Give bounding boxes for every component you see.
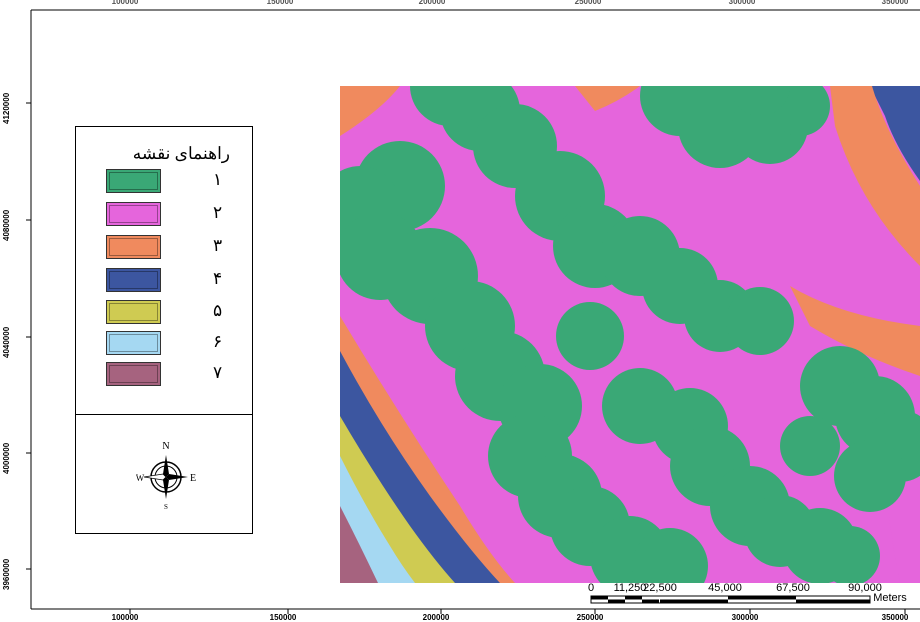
x-top-tick: 300000 bbox=[728, 0, 756, 6]
x-bottom-tick: 100000 bbox=[111, 613, 139, 622]
zone-1-area bbox=[340, 86, 920, 583]
x-top-tick: 100000 bbox=[111, 0, 139, 6]
legend-item: ۵ bbox=[106, 300, 246, 326]
legend-swatch bbox=[106, 300, 161, 324]
scale-bar-graphic bbox=[590, 595, 871, 604]
map-raster bbox=[340, 86, 920, 583]
legend-swatch bbox=[106, 331, 161, 355]
legend-label: ۷ bbox=[213, 363, 223, 382]
legend-swatch bbox=[106, 235, 161, 259]
north-label: N bbox=[162, 441, 169, 452]
legend-swatch bbox=[106, 362, 161, 386]
legend-swatch bbox=[106, 202, 161, 226]
legend-label: ۱ bbox=[213, 170, 223, 189]
south-label: S bbox=[164, 503, 168, 511]
zone-map bbox=[340, 86, 920, 583]
legend-item: ۴ bbox=[106, 268, 246, 294]
x-top-tick: 200000 bbox=[418, 0, 446, 6]
zone-7-area bbox=[340, 506, 378, 583]
legend-label: ۴ bbox=[213, 269, 223, 288]
zone-3-area bbox=[340, 86, 400, 136]
x-top-tick: 350000 bbox=[881, 0, 909, 6]
legend-title: راهنمای نقشه bbox=[132, 144, 230, 163]
legend-swatch bbox=[106, 169, 161, 193]
legend-label: ۶ bbox=[213, 332, 223, 351]
zone-3-area bbox=[575, 86, 640, 111]
scale-label: 22,500 bbox=[643, 582, 677, 594]
legend-divider bbox=[76, 414, 252, 415]
legend-item: ۳ bbox=[106, 235, 246, 261]
legend-item: ۲ bbox=[106, 202, 246, 228]
x-bottom-tick: 300000 bbox=[731, 613, 759, 622]
scale-label: 11,250 bbox=[613, 582, 647, 594]
scale-label: 67,500 bbox=[776, 582, 810, 594]
legend-swatch bbox=[106, 268, 161, 292]
map-legend: راهنمای نقشه ۱ ۲ ۳ ۴ ۵ ۶ ۷ N E W S bbox=[75, 126, 253, 534]
zone-3-area bbox=[790, 286, 920, 376]
y-tick: 4120000 bbox=[2, 92, 11, 124]
y-tick: 4040000 bbox=[2, 326, 11, 358]
legend-label: ۳ bbox=[213, 236, 223, 255]
legend-label: ۵ bbox=[213, 301, 223, 320]
scale-label: 90,000 bbox=[848, 582, 882, 594]
x-bottom-tick: 350000 bbox=[881, 613, 909, 622]
east-label: E bbox=[190, 473, 196, 484]
x-bottom-tick: 200000 bbox=[422, 613, 450, 622]
legend-label: ۲ bbox=[213, 203, 223, 222]
scale-label: 45,000 bbox=[708, 582, 742, 594]
y-tick: 4080000 bbox=[2, 209, 11, 241]
x-bottom-tick: 150000 bbox=[269, 613, 297, 622]
x-top-tick: 150000 bbox=[266, 0, 294, 6]
scale-label: 0 bbox=[587, 582, 595, 594]
zone-4-area bbox=[870, 86, 920, 181]
north-arrow-icon: N E W S bbox=[136, 437, 196, 517]
scale-bar: 0 11,250 22,500 45,000 67,500 90,000 Met… bbox=[585, 582, 920, 612]
y-tick: 4000000 bbox=[2, 442, 11, 474]
y-tick: 3960000 bbox=[2, 558, 11, 590]
x-top-tick: 250000 bbox=[574, 0, 602, 6]
legend-item: ۱ bbox=[106, 169, 246, 195]
zone-3-area bbox=[830, 86, 920, 266]
legend-item: ۷ bbox=[106, 362, 246, 388]
legend-item: ۶ bbox=[106, 331, 246, 357]
west-label: W bbox=[136, 473, 145, 483]
scale-unit: Meters bbox=[873, 592, 907, 604]
x-bottom-tick: 250000 bbox=[576, 613, 604, 622]
